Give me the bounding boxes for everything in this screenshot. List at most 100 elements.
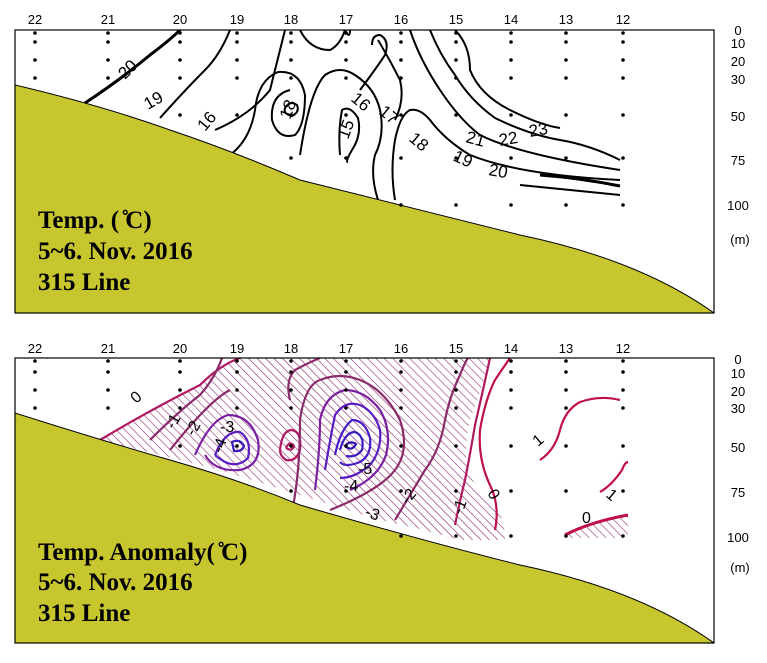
- sample-point: [564, 113, 568, 117]
- sample-point: [399, 534, 403, 538]
- contour-label: 21: [464, 128, 487, 151]
- sample-point: [178, 359, 182, 363]
- depth-label: 0: [734, 352, 741, 367]
- seabed-top: [15, 84, 714, 313]
- sample-point: [621, 40, 625, 44]
- sample-point: [178, 76, 182, 80]
- sample-point: [621, 388, 625, 392]
- station-label: 18: [284, 12, 298, 27]
- sample-point: [106, 370, 110, 374]
- station-label: 13: [559, 12, 573, 27]
- sample-point: [106, 388, 110, 392]
- sample-point: [399, 203, 403, 207]
- temp-title-line1: Temp. ( ̊C): [38, 207, 152, 234]
- sample-point: [621, 76, 625, 80]
- sample-point: [235, 406, 239, 410]
- sample-point: [344, 156, 348, 160]
- sample-point: [509, 58, 513, 62]
- anomaly-sample-points: [33, 359, 625, 538]
- sample-point: [509, 534, 513, 538]
- temp-depth-labels: 0 10 20 30 50 75 100 (m): [727, 23, 750, 247]
- sample-point: [289, 156, 293, 160]
- sample-point: [509, 203, 513, 207]
- sample-point: [621, 489, 625, 493]
- anomaly-panel: 0 -1 -2 -3 -4 -5 -4 -3 -2 -1 0 1 1 0 22 …: [14, 341, 750, 644]
- sample-point: [621, 58, 625, 62]
- sample-point: [509, 76, 513, 80]
- seabed-bottom: [15, 412, 714, 643]
- depth-label: 100: [727, 198, 749, 213]
- sample-point: [454, 31, 458, 35]
- sample-point: [106, 76, 110, 80]
- sample-point: [621, 534, 625, 538]
- sample-point: [33, 31, 37, 35]
- anomaly-depth-labels: 0 10 20 30 50 75 100 (m): [727, 352, 750, 575]
- sample-point: [344, 113, 348, 117]
- sample-point: [106, 31, 110, 35]
- sample-point: [33, 359, 37, 363]
- sample-point: [454, 58, 458, 62]
- sample-point: [564, 76, 568, 80]
- sample-point: [509, 31, 513, 35]
- contour-label: 0: [582, 510, 591, 527]
- sample-point: [454, 359, 458, 363]
- sample-point: [106, 406, 110, 410]
- contour-label: 22: [497, 128, 519, 150]
- contour-label: -3: [363, 504, 382, 525]
- depth-label: 10: [731, 36, 745, 51]
- depth-label: 10: [731, 366, 745, 381]
- depth-label: 0: [734, 23, 741, 38]
- contour-label: 0: [128, 388, 146, 407]
- sample-point: [564, 31, 568, 35]
- contour-label: -3: [220, 419, 234, 436]
- sample-point: [178, 58, 182, 62]
- sample-point: [235, 40, 239, 44]
- depth-label: 50: [731, 440, 745, 455]
- contour-label: 1: [530, 431, 548, 450]
- sample-point: [621, 203, 625, 207]
- sample-point: [399, 370, 403, 374]
- station-label: 22: [28, 12, 42, 27]
- sample-point: [235, 370, 239, 374]
- station-label: 16: [394, 12, 408, 27]
- sample-point: [454, 406, 458, 410]
- contour-label: 23: [527, 119, 549, 141]
- sample-point: [178, 40, 182, 44]
- temp-station-labels: 22 21 20 19 18 17 16 15 14 13 12: [28, 12, 630, 27]
- sample-point: [344, 406, 348, 410]
- station-label: 20: [173, 341, 187, 356]
- sample-point: [564, 359, 568, 363]
- contour-label: 20: [487, 160, 509, 182]
- sample-point: [344, 444, 348, 448]
- sample-point: [289, 58, 293, 62]
- station-label: 19: [230, 12, 244, 27]
- station-label: 19: [230, 341, 244, 356]
- station-label: 14: [504, 341, 518, 356]
- sample-point: [509, 113, 513, 117]
- station-label: 12: [616, 341, 630, 356]
- sample-point: [454, 76, 458, 80]
- negative-anomaly-hatch: [100, 358, 505, 540]
- anomaly-station-labels: 22 21 20 19 18 17 16 15 14 13 12: [28, 341, 630, 356]
- sample-point: [235, 58, 239, 62]
- sample-point: [289, 359, 293, 363]
- sample-point: [235, 113, 239, 117]
- sample-point: [344, 359, 348, 363]
- contour-label: -5: [358, 461, 372, 478]
- sample-point: [564, 40, 568, 44]
- station-label: 21: [101, 12, 115, 27]
- sample-point: [564, 444, 568, 448]
- contour-label: 19: [450, 146, 475, 171]
- sample-point: [621, 370, 625, 374]
- sample-point: [399, 76, 403, 80]
- anomaly-title-line1: Temp. Anomaly( ̊C): [38, 539, 248, 566]
- sample-point: [289, 444, 293, 448]
- station-label: 18: [284, 341, 298, 356]
- sample-point: [454, 489, 458, 493]
- sample-point: [289, 113, 293, 117]
- sample-point: [289, 388, 293, 392]
- sample-point: [289, 76, 293, 80]
- depth-label: 75: [731, 485, 745, 500]
- depth-label: 75: [731, 153, 745, 168]
- temp-contours: [84, 30, 621, 201]
